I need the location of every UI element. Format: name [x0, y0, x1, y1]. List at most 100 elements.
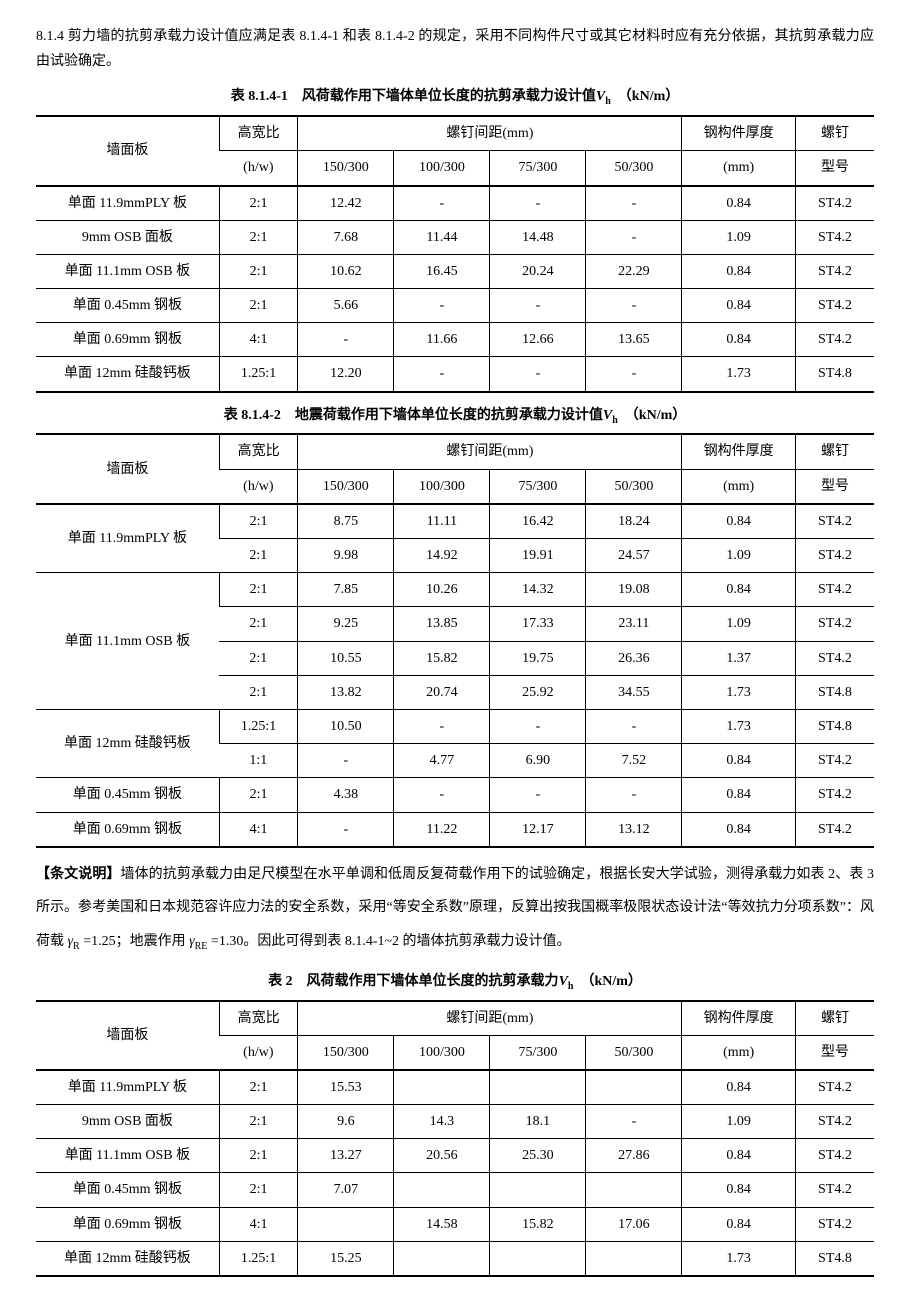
th-s1: 150/300	[298, 1035, 394, 1070]
table-cell: 2:1	[219, 220, 298, 254]
table-cell: 13.85	[394, 607, 490, 641]
table-cell: -	[586, 220, 682, 254]
table3-caption: 表 2 风荷载作用下墙体单位长度的抗剪承载力Vh （kN/m）	[36, 969, 874, 996]
th-s1: 150/300	[298, 151, 394, 186]
table-cell: 单面 12mm 硅酸钙板	[36, 357, 219, 392]
table-cell: ST4.2	[795, 812, 874, 847]
th-ratio-bot: (h/w)	[219, 151, 298, 186]
table-cell: 0.84	[682, 744, 795, 778]
table-cell: 1.73	[682, 675, 795, 709]
table-cell: -	[490, 778, 586, 812]
table-cell: 9.98	[298, 539, 394, 573]
table2-caption-prefix: 表 8.1.4-2 地震荷载作用下墙体单位长度的抗剪承载力设计值	[224, 408, 603, 423]
table-row: 单面 11.1mm OSB 板2:113.2720.5625.3027.860.…	[36, 1139, 874, 1173]
table-cell: 0.84	[682, 1070, 795, 1105]
table2: 墙面板 高宽比 螺钉间距(mm) 钢构件厚度 螺钉 (h/w) 150/300 …	[36, 433, 874, 847]
table-cell: 10.62	[298, 254, 394, 288]
table-row: 单面 0.45mm 钢板2:17.070.84ST4.2	[36, 1173, 874, 1207]
table-cell: ST4.2	[795, 220, 874, 254]
table-cell: 1.09	[682, 539, 795, 573]
table-cell: 11.66	[394, 323, 490, 357]
table-row: 单面 11.1mm OSB 板2:17.8510.2614.3219.080.8…	[36, 573, 874, 607]
table-cell	[490, 1173, 586, 1207]
table-cell: 4:1	[219, 323, 298, 357]
table-cell: 13.12	[586, 812, 682, 847]
th-panel: 墙面板	[36, 1001, 219, 1070]
table-cell	[490, 1070, 586, 1105]
table-cell: -	[394, 778, 490, 812]
table-cell: 22.29	[586, 254, 682, 288]
th-thk-top: 钢构件厚度	[682, 1001, 795, 1036]
table-cell: 13.27	[298, 1139, 394, 1173]
table-cell: 2:1	[219, 539, 298, 573]
table-cell: 10.26	[394, 573, 490, 607]
table-cell: 2:1	[219, 641, 298, 675]
table-cell: ST4.2	[795, 1173, 874, 1207]
table-cell: 1.73	[682, 709, 795, 743]
table-cell: 2:1	[219, 1105, 298, 1139]
table-cell: 7.68	[298, 220, 394, 254]
table-cell: -	[586, 289, 682, 323]
table-cell: -	[586, 186, 682, 221]
table-cell: ST4.2	[795, 1139, 874, 1173]
table-cell: 单面 0.45mm 钢板	[36, 778, 219, 812]
table-cell: 14.48	[490, 220, 586, 254]
table-cell: 单面 11.9mmPLY 板	[36, 504, 219, 573]
table1: 墙面板 高宽比 螺钉间距(mm) 钢构件厚度 螺钉 (h/w) 150/300 …	[36, 115, 874, 393]
table3-caption-prefix: 表 2 风荷载作用下墙体单位长度的抗剪承载力	[268, 974, 559, 989]
table-cell: 14.3	[394, 1105, 490, 1139]
table-cell: 1.09	[682, 220, 795, 254]
table-cell: 单面 12mm 硅酸钙板	[36, 709, 219, 777]
table-cell: 0.84	[682, 573, 795, 607]
table-cell: -	[298, 323, 394, 357]
table-cell: 20.24	[490, 254, 586, 288]
table-cell: 单面 0.69mm 钢板	[36, 323, 219, 357]
table-row: 单面 0.69mm 钢板4:1-11.6612.6613.650.84ST4.2	[36, 323, 874, 357]
table-cell: 27.86	[586, 1139, 682, 1173]
gamma-re-val: =1.30。因此可得到表 8.1.4-1~2 的墙体抗剪承载力设计值。	[207, 934, 570, 949]
table-cell: 17.06	[586, 1207, 682, 1241]
table-cell: 单面 11.9mmPLY 板	[36, 186, 219, 221]
table-cell: -	[298, 812, 394, 847]
table-cell: 单面 0.45mm 钢板	[36, 289, 219, 323]
table-cell: 15.53	[298, 1070, 394, 1105]
th-ratio-top: 高宽比	[219, 434, 298, 469]
table-cell: ST4.8	[795, 709, 874, 743]
table-cell: 0.84	[682, 812, 795, 847]
table-cell: 15.82	[490, 1207, 586, 1241]
table-cell: 7.52	[586, 744, 682, 778]
table-cell: -	[394, 709, 490, 743]
table-cell: 11.11	[394, 504, 490, 539]
table-cell: 4.77	[394, 744, 490, 778]
table-cell: 单面 11.1mm OSB 板	[36, 573, 219, 710]
table-cell: 12.42	[298, 186, 394, 221]
table-cell: ST4.8	[795, 675, 874, 709]
explanation-paragraph: 【条文说明】墙体的抗剪承载力由足尺模型在水平单调和低周反复荷载作用下的试验确定，…	[36, 858, 874, 959]
table-cell: 9mm OSB 面板	[36, 220, 219, 254]
table-cell: 24.57	[586, 539, 682, 573]
th-screw-top: 螺钉	[795, 434, 874, 469]
table-cell: ST4.2	[795, 1105, 874, 1139]
table-cell: 单面 11.9mmPLY 板	[36, 1070, 219, 1105]
table-cell: 18.1	[490, 1105, 586, 1139]
table-cell: 0.84	[682, 289, 795, 323]
table-cell: 1.25:1	[219, 709, 298, 743]
table-cell: 单面 11.1mm OSB 板	[36, 1139, 219, 1173]
table-cell: 34.55	[586, 675, 682, 709]
table-cell: -	[394, 186, 490, 221]
th-s3: 75/300	[490, 151, 586, 186]
th-thk-top: 钢构件厚度	[682, 116, 795, 151]
table-cell: 12.66	[490, 323, 586, 357]
table-cell: 单面 0.45mm 钢板	[36, 1173, 219, 1207]
table-cell: -	[586, 357, 682, 392]
table-cell: 17.33	[490, 607, 586, 641]
table-row: 单面 0.69mm 钢板4:1-11.2212.1713.120.84ST4.2	[36, 812, 874, 847]
table-cell: 26.36	[586, 641, 682, 675]
th-spacing: 螺钉间距(mm)	[298, 1001, 682, 1036]
table-cell: 1.09	[682, 607, 795, 641]
gamma-r-sub: R	[73, 941, 80, 952]
table-cell: 1.25:1	[219, 357, 298, 392]
table-cell: -	[298, 744, 394, 778]
table-cell: 13.65	[586, 323, 682, 357]
th-screw-top: 螺钉	[795, 116, 874, 151]
